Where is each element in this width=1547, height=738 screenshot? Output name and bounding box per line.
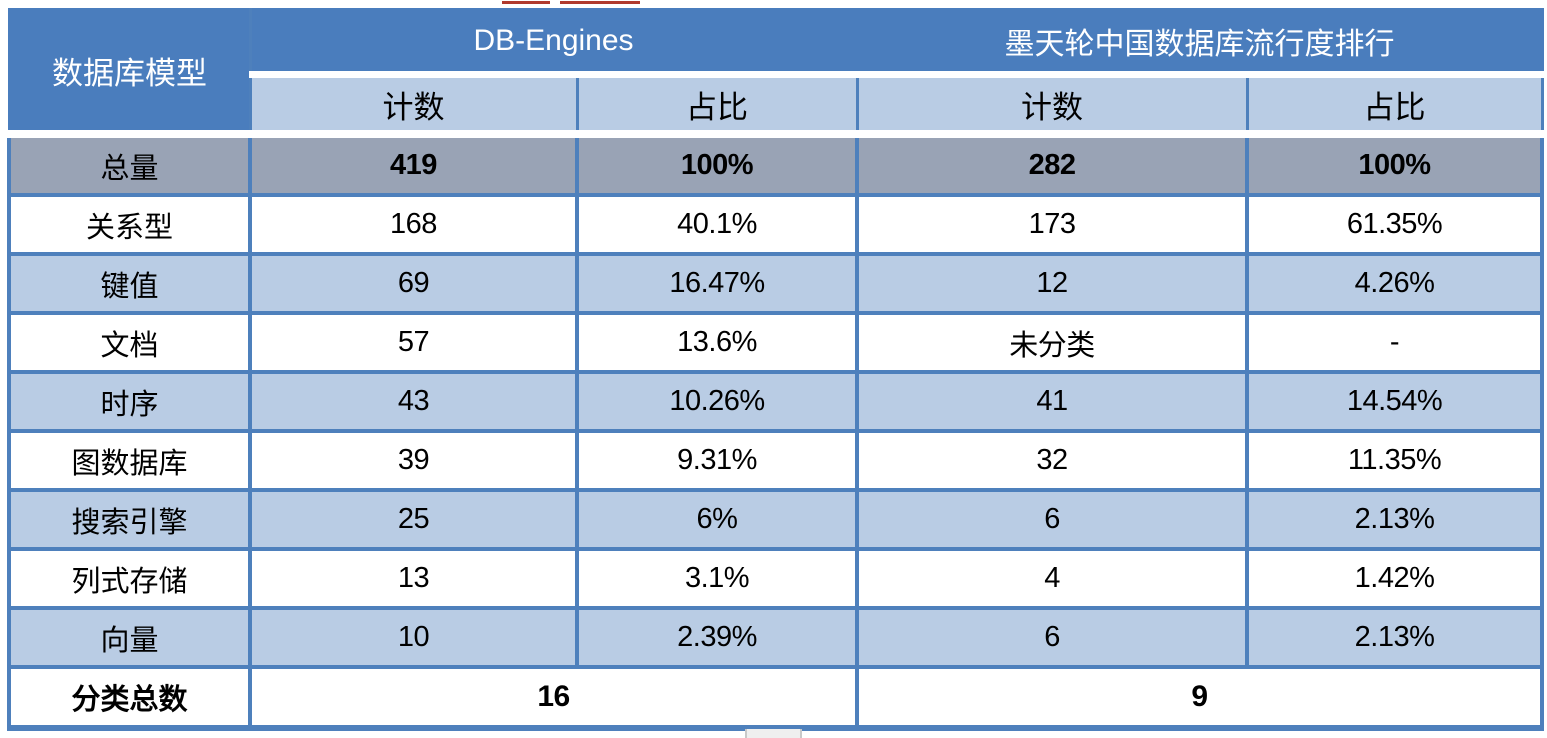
cell-value: 未分类 xyxy=(855,311,1250,374)
cell-value: 39 xyxy=(248,429,579,492)
subheader-db-count: 计数 xyxy=(248,74,579,138)
comparison-table: 数据库模型 DB-Engines 墨天轮中国数据库流行度排行 计数 占比 计数 … xyxy=(7,8,1545,731)
cell-value: 173 xyxy=(855,193,1250,256)
table-row: 搜索引擎 25 6% 6 2.13% xyxy=(7,488,1545,551)
footer-db-engines-category-count: 16 xyxy=(247,665,860,731)
footer-label: 分类总数 xyxy=(7,665,252,731)
group-header-motianlun: 墨天轮中国数据库流行度排行 xyxy=(855,8,1544,78)
cell-value: 40.1% xyxy=(574,193,860,256)
table-row: 键值 69 16.47% 12 4.26% xyxy=(7,252,1545,315)
cell-value: 419 xyxy=(248,132,579,197)
subheader-mt-share: 占比 xyxy=(1245,74,1544,138)
cell-value: 2.39% xyxy=(574,606,860,669)
cell-value: 9.31% xyxy=(574,429,860,492)
table-row: 列式存储 13 3.1% 4 1.42% xyxy=(7,547,1545,610)
database-models-comparison-table: 数据库模型 DB-Engines 墨天轮中国数据库流行度排行 计数 占比 计数 … xyxy=(7,8,1545,731)
row-label: 图数据库 xyxy=(7,429,252,492)
row-label: 文档 xyxy=(7,311,252,374)
cell-value: 41 xyxy=(855,370,1250,433)
cell-value: 14.54% xyxy=(1245,370,1545,433)
cell-value: 16.47% xyxy=(574,252,860,315)
cell-value: 57 xyxy=(248,311,579,374)
row-label: 关系型 xyxy=(7,193,252,256)
cell-value: 11.35% xyxy=(1245,429,1545,492)
cell-value: 13.6% xyxy=(574,311,860,374)
row-label: 搜索引擎 xyxy=(7,488,252,551)
table-row: 关系型 168 40.1% 173 61.35% xyxy=(7,193,1545,256)
cell-value: 3.1% xyxy=(574,547,860,610)
cell-value: 2.13% xyxy=(1245,606,1545,669)
subheader-mt-count: 计数 xyxy=(855,74,1249,138)
cell-value: 4.26% xyxy=(1245,252,1545,315)
cell-value: 25 xyxy=(248,488,579,551)
cell-value: 168 xyxy=(248,193,579,256)
cell-value: 6 xyxy=(855,606,1250,669)
row-label: 向量 xyxy=(7,606,252,669)
cell-value: 43 xyxy=(248,370,579,433)
cell-value: 100% xyxy=(1245,132,1545,197)
cropped-red-underline-artifact xyxy=(560,1,640,4)
footer-motianlun-category-count: 9 xyxy=(855,665,1545,731)
cell-value: 12 xyxy=(855,252,1250,315)
cell-value: 4 xyxy=(855,547,1250,610)
cell-value: 69 xyxy=(248,252,579,315)
cell-value: 13 xyxy=(248,547,579,610)
table-row-category-totals: 分类总数 16 9 xyxy=(7,665,1545,731)
table-row: 时序 43 10.26% 41 14.54% xyxy=(7,370,1545,433)
row-label: 总量 xyxy=(7,132,252,197)
header-subcolumn-row: 计数 占比 计数 占比 xyxy=(9,74,1544,138)
table-row: 图数据库 39 9.31% 32 11.35% xyxy=(7,429,1545,492)
cropped-red-underline-artifact xyxy=(502,1,550,4)
group-header-db-engines: DB-Engines xyxy=(248,8,859,78)
cell-value: - xyxy=(1245,311,1545,374)
cropped-scrollbar-artifact xyxy=(745,729,802,738)
table-row: 文档 57 13.6% 未分类 - xyxy=(7,311,1545,374)
cell-value: 61.35% xyxy=(1245,193,1545,256)
cell-value: 1.42% xyxy=(1245,547,1545,610)
header-group-row: 数据库模型 DB-Engines 墨天轮中国数据库流行度排行 xyxy=(7,8,1544,138)
cell-value: 100% xyxy=(574,132,860,197)
cell-value: 2.13% xyxy=(1245,488,1545,551)
row-label: 时序 xyxy=(7,370,252,433)
cell-value: 282 xyxy=(855,132,1250,197)
cell-value: 32 xyxy=(855,429,1250,492)
row-label: 键值 xyxy=(7,252,252,315)
cell-value: 6% xyxy=(574,488,860,551)
subheader-db-share: 占比 xyxy=(575,74,859,138)
cell-value: 10.26% xyxy=(574,370,860,433)
table-row: 向量 10 2.39% 6 2.13% xyxy=(7,606,1545,669)
row-label: 列式存储 xyxy=(7,547,252,610)
table-row-total: 总量 419 100% 282 100% xyxy=(7,132,1545,197)
cell-value: 10 xyxy=(248,606,579,669)
cell-value: 6 xyxy=(855,488,1250,551)
corner-header-cell: 数据库模型 xyxy=(7,8,252,138)
